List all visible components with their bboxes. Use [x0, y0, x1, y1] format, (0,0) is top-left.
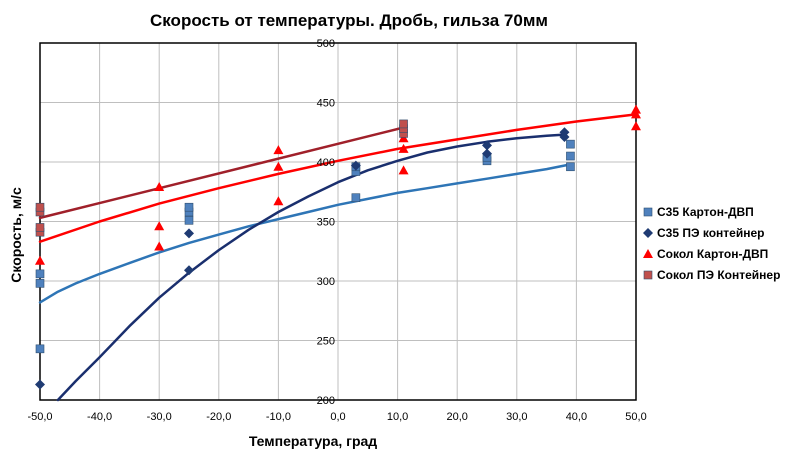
data-point — [184, 202, 194, 212]
y-tick-label: 300 — [317, 276, 335, 288]
data-point — [398, 165, 409, 175]
y-axis-label: Скорость, м/с — [8, 187, 24, 283]
x-tick-label: -30,0 — [147, 411, 172, 423]
x-tick-label: 50,0 — [625, 411, 646, 423]
data-point — [35, 223, 45, 232]
x-tick-label: -10,0 — [266, 411, 291, 423]
chart-title: Скорость от температуры. Дробь, гильза 7… — [150, 11, 548, 30]
data-point — [184, 228, 194, 239]
trendline — [38, 163, 572, 304]
legend-marker — [643, 207, 653, 217]
y-tick-label: 400 — [317, 157, 335, 169]
y-tick-label: 200 — [317, 395, 335, 407]
x-tick-label: 30,0 — [506, 411, 527, 423]
legend: С35 Картон-ДВП С35 ПЭ контейнер Сокол Карт… — [643, 205, 780, 282]
data-point — [154, 181, 165, 191]
legend-label: Сокол Картон-ДВП — [657, 247, 768, 261]
grid — [40, 43, 636, 400]
data-point — [566, 139, 575, 149]
data-point — [184, 216, 194, 225]
legend-marker — [643, 249, 653, 258]
x-tick-label: -50,0 — [27, 411, 52, 423]
x-tick-label: 40,0 — [566, 411, 587, 423]
data-point — [350, 160, 361, 171]
data-point — [154, 241, 165, 251]
data-point — [631, 109, 641, 119]
y-tick-label: 500 — [317, 38, 335, 50]
x-tick-label: -20,0 — [206, 411, 231, 423]
data-point — [566, 151, 575, 161]
data-point — [566, 162, 575, 172]
x-tick-label: 10,0 — [387, 411, 408, 423]
data-point — [482, 148, 492, 159]
legend-marker — [643, 228, 653, 238]
tick-labels: -50,0 -40,0 -30,0 -20,0 -10,0 0,0 10,0 20,0 30,0… — [27, 38, 646, 423]
data-point — [273, 196, 284, 206]
legend-label: С35 Картон-ДВП — [657, 205, 754, 219]
data-point — [154, 221, 165, 231]
x-axis-label: Температура, град — [249, 433, 377, 449]
legend-label: Сокол ПЭ Контейнер — [657, 268, 780, 282]
data-points — [35, 104, 641, 390]
legend-label: С35 ПЭ контейнер — [657, 226, 764, 240]
x-tick-label: -40,0 — [87, 411, 112, 423]
data-point — [482, 140, 492, 151]
data-point — [559, 127, 570, 138]
data-point — [184, 265, 194, 276]
y-tick-label: 250 — [317, 336, 335, 348]
data-point — [398, 143, 409, 153]
data-point — [351, 193, 361, 202]
trendline — [38, 113, 638, 243]
data-point — [273, 145, 284, 155]
y-tick-label: 450 — [317, 98, 335, 110]
legend-marker — [643, 270, 653, 280]
trendline — [56, 133, 566, 402]
data-point — [631, 104, 641, 114]
data-point — [35, 279, 45, 288]
x-tick-label: 0,0 — [330, 411, 345, 423]
data-point — [35, 255, 45, 265]
data-point — [35, 379, 45, 390]
data-point — [631, 121, 641, 131]
data-point — [273, 161, 284, 171]
data-point — [35, 202, 45, 212]
trendlines — [38, 113, 638, 402]
data-point — [35, 344, 45, 354]
trendline — [38, 126, 405, 220]
y-tick-label: 350 — [317, 217, 335, 229]
x-tick-label: 20,0 — [446, 411, 467, 423]
data-point — [399, 119, 408, 129]
plot-frame — [39, 42, 637, 401]
data-point — [35, 269, 45, 279]
